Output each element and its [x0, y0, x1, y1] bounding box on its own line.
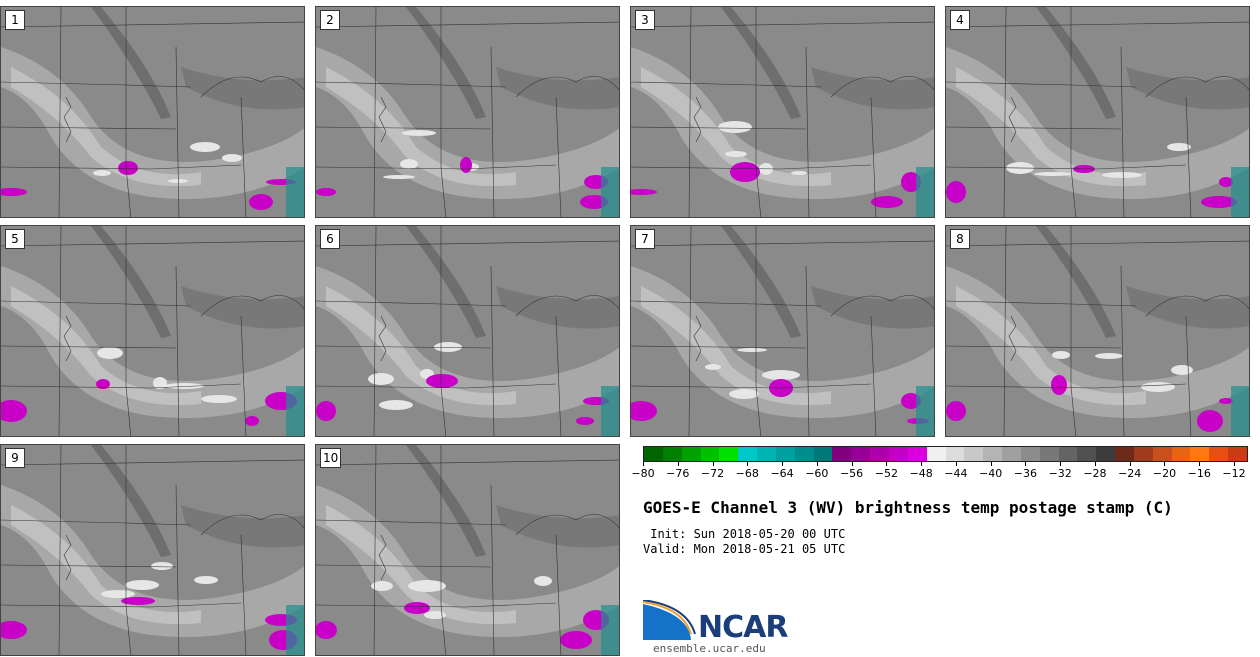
colorbar-segment [945, 447, 965, 461]
colorbar-segment [1096, 447, 1116, 461]
panel-number: 8 [950, 229, 970, 249]
colorbar-tick-label: −80 [631, 467, 655, 480]
colorbar-segment [738, 447, 758, 461]
colorbar-segment [907, 447, 927, 461]
panel-number: 9 [5, 448, 25, 468]
colorbar-segment [1190, 447, 1210, 461]
init-time: Init: Sun 2018-05-20 00 UTC [643, 527, 846, 541]
panel-number: 6 [320, 229, 340, 249]
colorbar-tick [1234, 462, 1235, 466]
colorbar-tick-label: −36 [1013, 467, 1038, 480]
colorbar-segment [719, 447, 739, 461]
colorbar-segment [926, 447, 946, 461]
colorbar-segment [1209, 447, 1229, 461]
colorbar-segment [757, 447, 776, 461]
panel-number: 7 [635, 229, 655, 249]
colorbar-tick-label: −68 [735, 467, 759, 480]
colorbar-segment [1020, 447, 1040, 461]
colorbar-segment [983, 447, 1003, 461]
colorbar-tick [782, 462, 784, 466]
colorbar-segment [1171, 447, 1191, 461]
colorbar-segment [681, 447, 701, 461]
panel-number: 1 [5, 10, 25, 30]
colorbar-tick-label: −16 [1187, 467, 1211, 480]
map-panel-1: 1 [0, 6, 305, 218]
colorbar-segment [794, 447, 814, 461]
colorbar-segment [851, 447, 871, 461]
map-panel-2: 2 [315, 6, 620, 218]
colorbar-tick-label: −72 [700, 467, 725, 480]
map-panel-7: 7 [630, 225, 935, 437]
ncar-logo-text: NCAR [698, 610, 788, 645]
colorbar-segment [888, 447, 908, 461]
map-panel-5: 5 [0, 225, 305, 437]
panel-number: 2 [320, 10, 340, 30]
colorbar-segment [1077, 447, 1097, 461]
colorbar-tick-label: −56 [839, 467, 864, 480]
colorbar-segment [1058, 447, 1078, 461]
colorbar-tick [1129, 462, 1131, 466]
colorbar-tick [1164, 462, 1166, 466]
panel-number: 10 [320, 448, 342, 468]
colorbar-tick-label: −12 [1222, 467, 1246, 480]
colorbar-ticks: −80 −76 −72 −68 −64 −60 −56 −52 −48 −44 −40 −36 −32−… [631, 462, 1248, 482]
colorbar-segment [662, 447, 682, 461]
website-url: ensemble.ucar.edu [653, 642, 766, 655]
colorbar-segment [1152, 447, 1172, 461]
colorbar-segment [1115, 447, 1134, 461]
ncar-logo-icon [643, 600, 696, 640]
colorbar-tick-label: −52 [874, 467, 898, 480]
map-panel-8: 8 [945, 225, 1250, 437]
colorbar-segment [1133, 447, 1153, 461]
colorbar-tick [712, 462, 714, 466]
colorbar-tick [677, 462, 679, 466]
colorbar-segment [700, 447, 720, 461]
colorbar-tick-label: −28 [1083, 467, 1107, 480]
colorbar-segment [1002, 447, 1021, 461]
colorbar-tick [955, 462, 957, 466]
colorbar-tick [921, 462, 923, 466]
colorbar-segment [644, 447, 663, 461]
colorbar-tick [747, 462, 749, 466]
colorbar-segment [964, 447, 984, 461]
colorbar-tick-label: −32 [1048, 467, 1072, 480]
colorbar-segment [1039, 447, 1059, 461]
colorbar-tick [1060, 462, 1062, 466]
colorbar-tick-label: −44 [944, 467, 968, 480]
colorbar-tick-label: −64 [770, 467, 794, 480]
colorbar-segment [870, 447, 889, 461]
colorbar-segment [832, 447, 852, 461]
colorbar-segment [1228, 447, 1247, 461]
colorbar-segment [775, 447, 795, 461]
valid-time: Valid: Mon 2018-05-21 05 UTC [643, 542, 846, 556]
colorbar-tick [1199, 462, 1201, 466]
colorbar [643, 446, 1248, 462]
colorbar-tick-label: −48 [909, 467, 933, 480]
colorbar-tick [643, 462, 644, 466]
panel-number: 4 [950, 10, 970, 30]
map-panel-6: 6 [315, 225, 620, 437]
colorbar-tick-label: −76 [666, 467, 690, 480]
colorbar-tick [816, 462, 818, 466]
colorbar-tick-label: −60 [805, 467, 829, 480]
map-panel-10: 10 [315, 444, 620, 656]
panel-number: 3 [635, 10, 655, 30]
colorbar-tick [990, 462, 992, 466]
colorbar-tick-label: −24 [1118, 467, 1142, 480]
panel-number: 5 [5, 229, 25, 249]
colorbar-tick [1025, 462, 1027, 466]
colorbar-segment [813, 447, 833, 461]
colorbar-tick [886, 462, 888, 466]
map-panel-3: 3 [630, 6, 935, 218]
map-panel-9: 9 [0, 444, 305, 656]
plot-title: GOES-E Channel 3 (WV) brightness temp po… [643, 498, 1173, 517]
map-panel-4: 4 [945, 6, 1250, 218]
colorbar-tick [851, 462, 853, 466]
colorbar-tick [1094, 462, 1096, 466]
colorbar-tick-label: −20 [1152, 467, 1177, 480]
colorbar-tick-label: −40 [979, 467, 1003, 480]
